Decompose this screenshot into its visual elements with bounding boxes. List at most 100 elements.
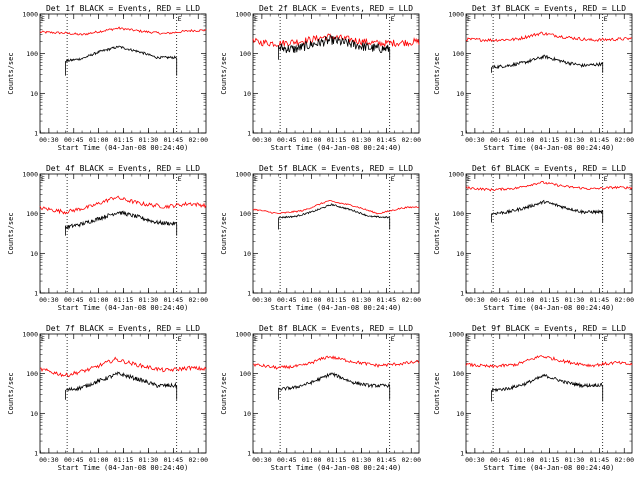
x-tick-label: 02:00: [188, 136, 208, 144]
chart-panel-1: Det 1f BLACK = Events, RED = LLD 1 10 100 10…: [7, 4, 208, 152]
y-tick-label: 1: [460, 290, 464, 298]
x-tick-label: 01:45: [164, 296, 184, 304]
y-tick-label: 1000: [448, 331, 464, 339]
event-marker-label: E: [41, 175, 45, 183]
x-tick-label: 00:30: [39, 296, 59, 304]
event-marker-label: E: [604, 335, 608, 343]
event-marker-label: E: [391, 335, 395, 343]
event-marker-label: E: [467, 15, 471, 23]
x-tick-label: 01:00: [89, 296, 109, 304]
chart-title: Det 8f BLACK = Events, RED = LLD: [259, 324, 413, 333]
event-marker-label: E: [467, 335, 471, 343]
y-tick-label: 100: [26, 210, 38, 218]
x-tick-label: 01:30: [139, 296, 159, 304]
y-tick-label: 100: [239, 210, 251, 218]
x-axis-label: Start Time (04-Jan-08 00:24:40): [484, 464, 615, 472]
x-tick-label: 01:30: [352, 136, 372, 144]
y-tick-label: 1: [34, 450, 38, 458]
event-marker-label: E: [178, 335, 182, 343]
x-tick-label: 01:30: [565, 456, 585, 464]
x-tick-label: 01:00: [515, 136, 535, 144]
y-axis-label: Counts/sec: [433, 372, 441, 414]
y-axis-label: Counts/sec: [433, 212, 441, 254]
y-tick-label: 10: [30, 410, 38, 418]
lld-series-line: [39, 356, 207, 378]
x-tick-label: 01:30: [139, 136, 159, 144]
x-tick-label: 01:15: [114, 136, 134, 144]
y-tick-label: 1: [460, 130, 464, 138]
event-marker-label: E: [178, 15, 182, 23]
chart-title: Det 1f BLACK = Events, RED = LLD: [46, 4, 200, 13]
y-axis-label: Counts/sec: [7, 52, 15, 94]
y-tick-label: 1: [34, 130, 38, 138]
x-tick-label: 00:30: [465, 136, 485, 144]
lld-series-line: [252, 33, 420, 48]
lld-series-line: [252, 200, 420, 215]
x-tick-label: 00:30: [252, 136, 272, 144]
y-axis-label: Counts/sec: [433, 52, 441, 94]
events-series-line: [278, 371, 391, 400]
x-tick-label: 01:15: [540, 296, 560, 304]
x-tick-label: 00:30: [39, 456, 59, 464]
chart-panel-9: Det 9f BLACK = Events, RED = LLD 1 10 100 10…: [433, 324, 634, 472]
chart-panel-8: Det 8f BLACK = Events, RED = LLD 1 10 100 10…: [220, 324, 421, 472]
chart-panel-4: Det 4f BLACK = Events, RED = LLD 1 10 100 10…: [7, 164, 208, 312]
x-tick-label: 01:00: [515, 456, 535, 464]
x-tick-label: 01:15: [114, 456, 134, 464]
x-axis-label: Start Time (04-Jan-08 00:24:40): [58, 144, 189, 152]
y-tick-label: 10: [30, 250, 38, 258]
plot-frame: [39, 173, 207, 294]
x-tick-label: 01:45: [377, 136, 397, 144]
y-tick-label: 100: [26, 370, 38, 378]
chart-panel-3: Det 3f BLACK = Events, RED = LLD 1 10 100 10…: [433, 4, 634, 152]
x-tick-label: 02:00: [401, 456, 421, 464]
events-series-line: [65, 45, 178, 76]
y-tick-label: 100: [452, 210, 464, 218]
x-tick-label: 02:00: [401, 136, 421, 144]
lld-series-line: [465, 31, 633, 43]
x-tick-label: 01:45: [377, 296, 397, 304]
chart-panel-7: Det 7f BLACK = Events, RED = LLD 1 10 100 10…: [7, 324, 208, 472]
y-tick-label: 1: [247, 450, 251, 458]
x-tick-label: 01:15: [327, 136, 347, 144]
y-tick-label: 1: [34, 290, 38, 298]
x-tick-label: 00:45: [277, 296, 297, 304]
y-tick-label: 1: [247, 290, 251, 298]
x-tick-label: 00:30: [465, 456, 485, 464]
x-tick-label: 01:45: [590, 296, 610, 304]
x-tick-label: 00:45: [490, 296, 510, 304]
x-tick-label: 00:45: [277, 136, 297, 144]
events-series-line: [491, 373, 604, 402]
x-axis-label: Start Time (04-Jan-08 00:24:40): [58, 464, 189, 472]
x-tick-label: 01:15: [327, 296, 347, 304]
x-axis-label: Start Time (04-Jan-08 00:24:40): [271, 144, 402, 152]
events-series-line: [491, 199, 604, 223]
chart-title: Det 4f BLACK = Events, RED = LLD: [46, 164, 200, 173]
events-series-line: [278, 35, 391, 60]
x-tick-label: 02:00: [614, 456, 634, 464]
lld-series-line: [253, 355, 420, 370]
x-tick-label: 01:00: [302, 296, 322, 304]
plot-frame: [252, 13, 420, 134]
y-axis-label: Counts/sec: [7, 212, 15, 254]
x-tick-label: 01:45: [590, 136, 610, 144]
event-marker-label: E: [178, 175, 182, 183]
x-tick-label: 01:30: [352, 456, 372, 464]
x-tick-label: 02:00: [614, 296, 634, 304]
y-tick-label: 10: [243, 90, 251, 98]
x-tick-label: 02:00: [614, 136, 634, 144]
x-axis-label: Start Time (04-Jan-08 00:24:40): [484, 304, 615, 312]
x-tick-label: 01:30: [565, 296, 585, 304]
plot-frame: [39, 333, 207, 454]
x-tick-label: 00:45: [64, 296, 84, 304]
x-tick-label: 01:45: [377, 456, 397, 464]
x-tick-label: 00:45: [490, 136, 510, 144]
x-tick-label: 00:45: [277, 456, 297, 464]
x-tick-label: 01:15: [540, 456, 560, 464]
x-tick-label: 01:15: [327, 456, 347, 464]
y-axis-label: Counts/sec: [220, 372, 228, 414]
x-tick-label: 01:00: [302, 136, 322, 144]
x-tick-label: 01:30: [139, 456, 159, 464]
lld-series-line: [39, 26, 207, 36]
